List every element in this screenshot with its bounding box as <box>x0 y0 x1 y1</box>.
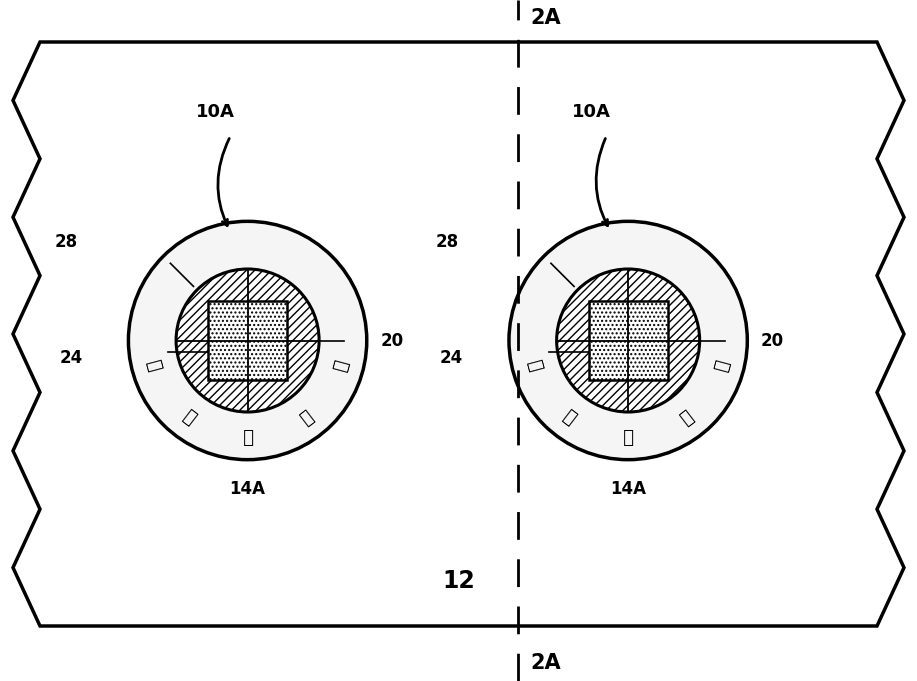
Text: 10A: 10A <box>572 103 611 121</box>
Text: 记: 记 <box>329 358 349 373</box>
Bar <box>208 301 287 380</box>
Text: 28: 28 <box>436 233 458 251</box>
Text: 14A: 14A <box>229 480 266 498</box>
Text: 标: 标 <box>296 406 315 426</box>
Circle shape <box>176 269 319 412</box>
Text: 28: 28 <box>55 233 78 251</box>
Circle shape <box>557 269 700 412</box>
Text: 的: 的 <box>242 427 253 445</box>
Text: 记: 记 <box>710 358 730 373</box>
Text: 10A: 10A <box>196 103 235 121</box>
Text: 20: 20 <box>761 332 784 349</box>
Text: 14A: 14A <box>610 480 646 498</box>
Bar <box>589 301 668 380</box>
Circle shape <box>509 221 747 460</box>
Text: 2A: 2A <box>530 8 560 28</box>
Text: 标: 标 <box>677 406 696 426</box>
Text: 24: 24 <box>60 349 83 366</box>
Text: 印: 印 <box>526 358 547 373</box>
Polygon shape <box>13 42 904 626</box>
Text: 24: 24 <box>440 349 463 366</box>
Text: 20: 20 <box>381 332 403 349</box>
Text: 刷: 刷 <box>560 406 580 426</box>
Text: 12: 12 <box>442 569 475 593</box>
Text: 印: 印 <box>146 358 166 373</box>
Text: 2A: 2A <box>530 653 560 673</box>
Text: 的: 的 <box>623 427 634 445</box>
Text: 刷: 刷 <box>180 406 199 426</box>
Circle shape <box>128 221 367 460</box>
